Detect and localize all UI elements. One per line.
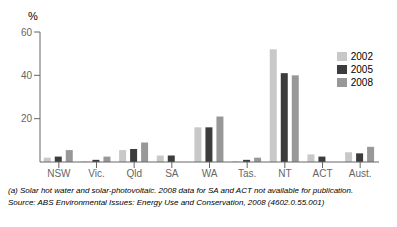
svg-text:Aust.: Aust.	[349, 168, 372, 179]
html-text:2002: 2002	[350, 51, 373, 62]
html-text:2008: 2008	[350, 77, 373, 88]
html-text:(a) Solar hot water and solar-: (a) Solar hot water and solar-photovolta…	[8, 186, 354, 195]
svg-text:20: 20	[21, 113, 33, 124]
svg-text:NT: NT	[278, 168, 291, 179]
html-text:2005: 2005	[350, 64, 373, 75]
svg-text:ACT: ACT	[313, 168, 333, 179]
svg-text:Tas.: Tas.	[238, 168, 256, 179]
svg-text:Vic.: Vic.	[88, 168, 105, 179]
svg-text:WA: WA	[202, 168, 218, 179]
svg-text:40: 40	[21, 70, 33, 81]
svg-text:60: 60	[21, 27, 33, 38]
svg-text:SA: SA	[165, 168, 179, 179]
html-text:Source: ABS Environmental Issu: Source: ABS Environmental Issues: Energy…	[8, 198, 325, 207]
svg-text:NSW: NSW	[47, 168, 71, 179]
svg-text:Qld: Qld	[126, 168, 142, 179]
